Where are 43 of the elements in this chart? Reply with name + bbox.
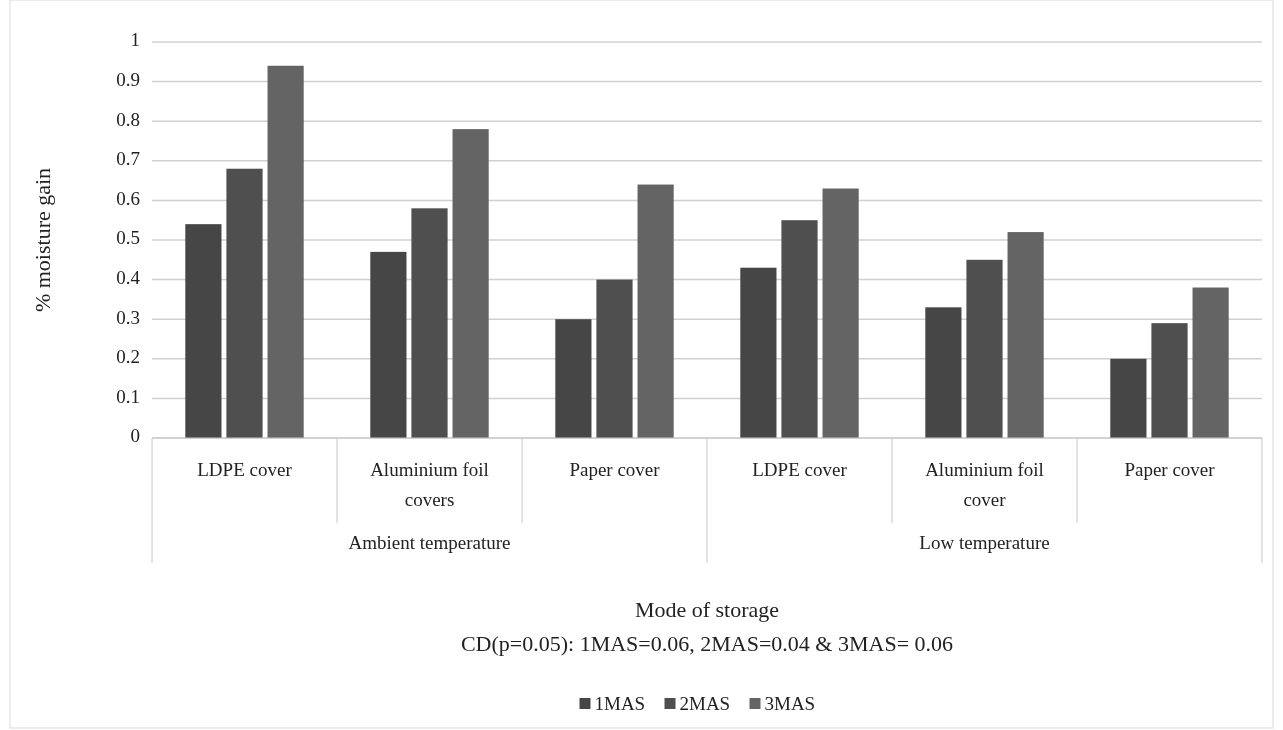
y-tick-label: 0.1 [116,385,140,407]
y-tick-label: 0.9 [116,68,140,90]
text: Ambient temperature [348,532,511,553]
text: CD(p=0.05): 1MAS=0.06, 2MAS=0.04 & 3MAS= 0.06 [460,631,954,656]
legend-label: 3MAS [764,693,816,714]
bar [966,259,1003,438]
y-tick-label: 0.6 [116,187,140,209]
bar [1007,232,1044,438]
bar [185,224,222,438]
bar [925,307,962,438]
bar [740,267,777,438]
y-axis-title: % moisture gain [30,167,55,313]
y-tick-label: 1 [130,29,140,51]
bar [226,168,263,438]
bar [1192,287,1229,438]
bar [370,251,407,438]
x-tick-label: Paper cover [1124,459,1216,480]
y-tick-label: 0.3 [116,306,140,328]
bar [637,184,674,438]
bar [267,65,304,438]
x-tick-label: Aluminium foil covers [370,459,489,510]
bar [822,188,859,438]
legend-label: 2MAS [679,693,731,714]
y-tick-label: 0.8 [116,108,140,130]
bar [1110,358,1147,438]
y-tick-label: 0.7 [116,148,140,170]
x-axis-title: Mode of storage [634,597,780,622]
bar [1151,323,1188,438]
bar [596,279,633,438]
legend-label: 1MAS [594,693,646,714]
text: Low temperature [919,532,1050,553]
y-tick-label: 0 [130,425,140,447]
x-tick-label: LDPE cover [752,459,848,480]
x-tick-label: LDPE cover [197,459,293,480]
bar [781,220,818,438]
bar [411,208,448,438]
y-tick-label: 0.5 [116,227,140,249]
y-tick-label: 0.4 [116,266,141,288]
x-tick-label: Aluminium foil cover [925,459,1044,510]
x-tick-label: Paper cover [569,459,661,480]
y-tick-label: 0.2 [116,346,140,368]
bar [452,129,489,438]
bar [555,319,592,438]
